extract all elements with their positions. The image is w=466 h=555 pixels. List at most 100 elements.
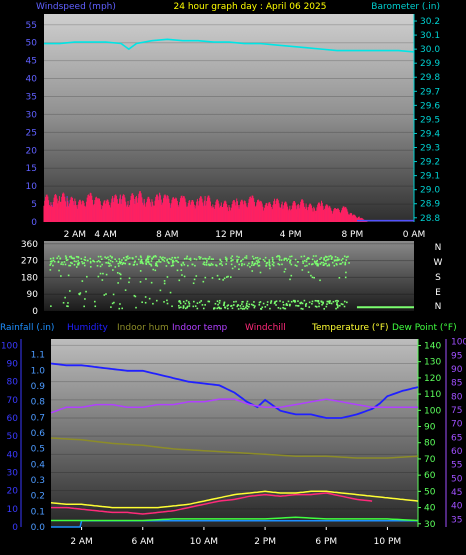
direction-point: [277, 263, 280, 265]
direction-point: [135, 306, 137, 309]
temperature-tick-label: 30: [424, 520, 436, 530]
direction-point: [183, 263, 186, 266]
direction-point: [180, 264, 183, 267]
direction-point: [162, 256, 164, 259]
direction-point: [59, 257, 62, 260]
direction-point: [328, 264, 331, 267]
humidity-tick-label: 60: [7, 414, 19, 424]
direction-point: [292, 299, 295, 302]
direction-point: [277, 255, 279, 257]
indoor-temp-tick-label: 45: [451, 488, 462, 498]
direction-point: [241, 262, 243, 265]
direction-point: [84, 259, 87, 261]
temperature-tick-label: 140: [424, 341, 441, 351]
direction-point: [128, 281, 130, 284]
direction-point: [308, 301, 311, 304]
direction-point: [161, 258, 164, 261]
direction-point: [227, 275, 229, 278]
rainfall-tick-label: 0.3: [31, 476, 45, 486]
direction-point: [171, 262, 174, 264]
temperature-tick-label: 80: [424, 439, 436, 449]
direction-point: [56, 257, 59, 259]
direction-point: [256, 261, 259, 263]
direction-point: [340, 259, 343, 261]
direction-point: [277, 306, 280, 309]
direction-point: [243, 307, 246, 310]
direction-point: [289, 278, 291, 281]
direction-point: [336, 256, 339, 259]
direction-point: [219, 263, 221, 265]
direction-point: [216, 274, 219, 277]
direction-point: [77, 260, 79, 262]
direction-point: [278, 256, 281, 258]
direction-point: [146, 256, 149, 259]
windspeed-tick-label: 0: [31, 218, 37, 228]
direction-point: [223, 277, 226, 280]
humidity-tick-label: 90: [7, 360, 19, 370]
direction-point: [315, 263, 317, 265]
x-tick-label: 10 PM: [374, 537, 402, 547]
direction-point: [202, 280, 205, 283]
direction-point: [182, 305, 185, 307]
direction-point: [186, 306, 188, 309]
direction-point: [296, 265, 298, 267]
direction-point: [290, 300, 293, 303]
direction-point: [83, 258, 86, 261]
direction-point: [342, 257, 344, 260]
indoor-temp-tick-label: 50: [451, 474, 463, 484]
direction-point: [166, 258, 169, 261]
direction-point: [278, 263, 281, 266]
direction-point: [70, 255, 72, 258]
direction-point: [295, 304, 297, 307]
direction-point: [225, 260, 228, 262]
direction-point: [282, 306, 284, 309]
direction-point: [133, 261, 136, 264]
direction-point: [253, 263, 256, 265]
direction-point: [187, 264, 189, 267]
direction-point: [274, 301, 276, 303]
direction-point: [168, 262, 170, 264]
direction-point: [325, 260, 327, 262]
direction-point: [344, 263, 347, 265]
direction-point: [171, 305, 173, 308]
direction-point: [50, 260, 53, 262]
direction-point: [179, 300, 181, 303]
direction-point: [160, 257, 163, 260]
barometer-tick-label: 30.0: [420, 45, 440, 55]
indoor-temp-tick-label: 100: [451, 338, 466, 348]
legend-entry: Windchill: [245, 323, 286, 333]
direction-point: [111, 256, 113, 258]
direction-point: [196, 307, 199, 310]
direction-point: [177, 256, 179, 259]
direction-point: [67, 305, 69, 308]
direction-point: [185, 299, 188, 302]
x-tick-label: 12 PM: [215, 230, 243, 240]
indoor-temp-tick-label: 85: [451, 379, 462, 389]
direction-point: [159, 261, 162, 263]
legend-entry: Dew Point (°F): [392, 323, 457, 333]
direction-point: [179, 302, 182, 305]
barometer-tick-label: 29.7: [420, 87, 440, 97]
legend-entry: Temperature (°F): [311, 323, 389, 333]
direction-point: [325, 262, 327, 265]
direction-point: [120, 261, 123, 264]
direction-point: [139, 255, 142, 258]
direction-point: [222, 304, 225, 307]
direction-point: [163, 282, 166, 285]
direction-point: [283, 270, 286, 273]
direction-point: [302, 262, 304, 264]
direction-point: [241, 301, 243, 303]
direction-point: [315, 255, 317, 257]
direction-point: [304, 265, 306, 267]
direction-point: [317, 300, 320, 302]
direction-point: [345, 271, 347, 274]
direction-point: [231, 255, 234, 258]
direction-point: [69, 264, 72, 267]
direction-point: [180, 306, 182, 309]
direction-point: [261, 306, 264, 309]
direction-point: [154, 255, 157, 257]
temperature-axis: 30 40 50 60 70 80 90 100 110 120 130 140: [417, 339, 441, 530]
windspeed-tick-label: 10: [26, 182, 38, 192]
direction-point: [166, 259, 168, 262]
direction-point: [163, 260, 166, 262]
